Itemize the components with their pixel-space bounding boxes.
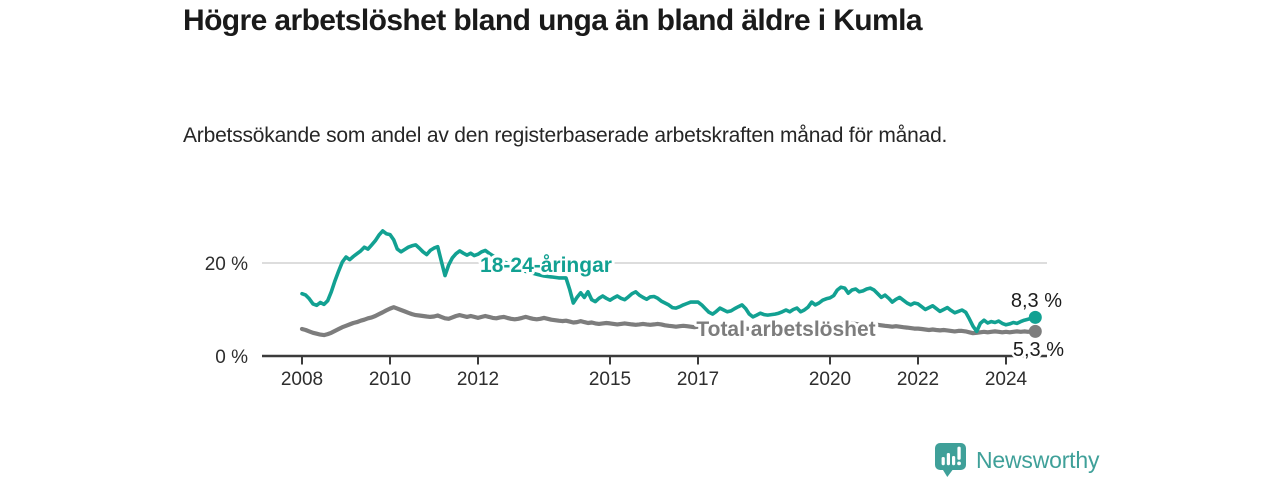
y-tick-label-0: 0 % xyxy=(215,347,248,368)
x-tick-label: 2012 xyxy=(457,369,499,390)
newsworthy-logo: Newsworthy xyxy=(934,442,1099,478)
x-tick-label: 2017 xyxy=(677,369,719,390)
x-tick-label: 2015 xyxy=(589,369,631,390)
x-tick-label: 2024 xyxy=(985,369,1028,390)
page-title: Högre arbetslöshet bland unga än bland ä… xyxy=(183,4,923,37)
series-dot-1 xyxy=(1028,324,1042,338)
x-tick-label: 2020 xyxy=(809,369,851,390)
series-label-0: 18-24-åringar xyxy=(480,254,612,277)
x-axis-ticks: 2008 2010 2012 2015 2017 2020 2022 2024 xyxy=(281,356,1028,390)
end-value-label-total: 5,3 % xyxy=(1013,339,1064,361)
x-tick-label: 2008 xyxy=(281,369,323,390)
series-line-1 xyxy=(299,305,1038,338)
series-label-1: Total arbetslöshet xyxy=(696,318,875,341)
x-tick-label: 2022 xyxy=(897,369,939,390)
page-subtitle: Arbetssökande som andel av den registerb… xyxy=(183,124,948,147)
bar-chart-speech-bubble-icon xyxy=(935,443,966,477)
newsworthy-logo-text: Newsworthy xyxy=(976,446,1100,473)
series-dot-0 xyxy=(1028,310,1042,324)
end-value-label-young: 8,3 % xyxy=(1011,290,1062,312)
x-tick-label: 2010 xyxy=(369,369,411,390)
series-line-0 xyxy=(300,229,1038,334)
y-tick-label-20: 20 % xyxy=(205,254,248,275)
